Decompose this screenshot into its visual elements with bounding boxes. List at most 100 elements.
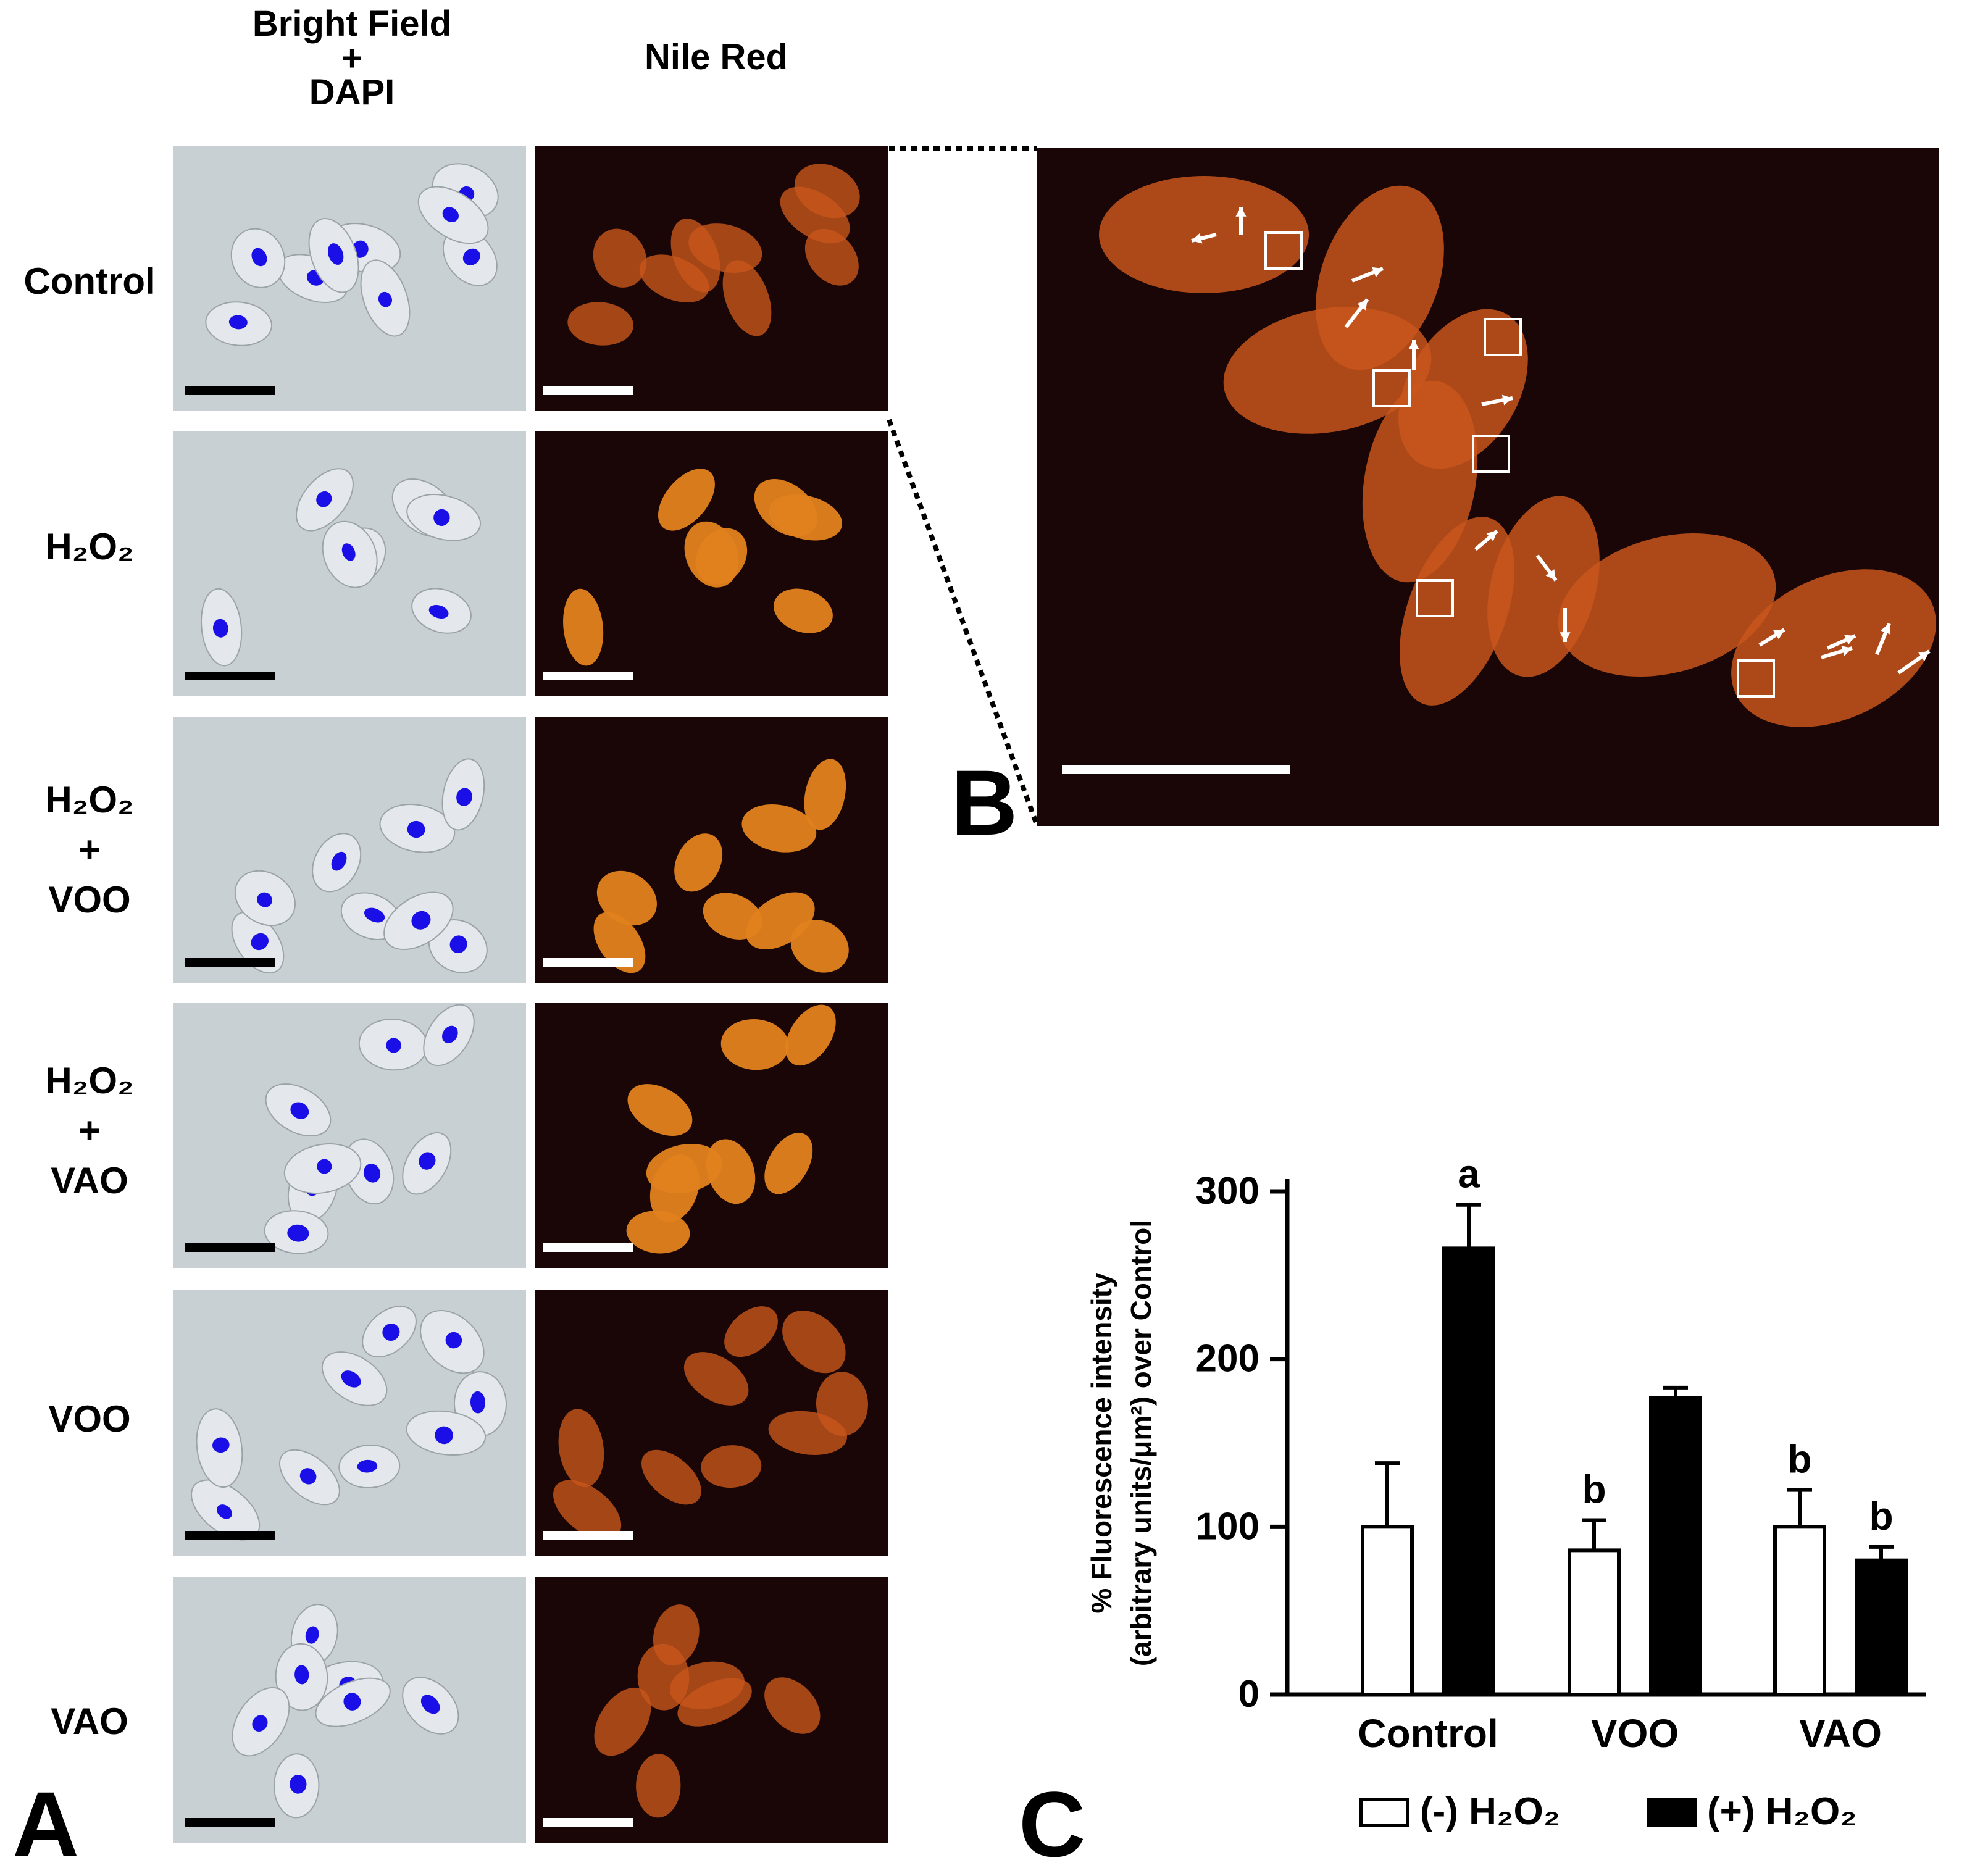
cell bbox=[764, 1133, 813, 1194]
scale-bar bbox=[543, 672, 633, 680]
dapi-nucleus bbox=[470, 1391, 486, 1414]
cell bbox=[596, 870, 657, 926]
cell bbox=[782, 1311, 846, 1374]
legend-label: (-) H₂O₂ bbox=[1420, 1790, 1560, 1833]
arrow-icon bbox=[1351, 267, 1384, 283]
y-tick-label: 100 bbox=[1196, 1505, 1259, 1548]
cell bbox=[232, 1686, 290, 1757]
cell bbox=[411, 588, 472, 634]
roi-box bbox=[1737, 659, 1775, 698]
cell bbox=[684, 521, 739, 588]
dapi-nucleus bbox=[290, 1102, 309, 1119]
nile-red-panel bbox=[535, 1577, 888, 1843]
bar bbox=[1855, 1558, 1908, 1697]
x-tick-label: VAO bbox=[1799, 1711, 1882, 1756]
dapi-nucleus bbox=[411, 911, 431, 930]
roi-box bbox=[1416, 579, 1454, 617]
cell bbox=[637, 1643, 690, 1711]
dapi-nucleus bbox=[228, 315, 248, 330]
cell bbox=[785, 1004, 836, 1066]
legend-item: (-) H₂O₂ bbox=[1359, 1790, 1560, 1833]
row-label-line: Control bbox=[23, 261, 156, 302]
row-label-h2o2-vao: H₂O₂ + VAO bbox=[6, 1056, 173, 1206]
y-axis-label: % Fluorescence intensity (arbitrary units… bbox=[1085, 1220, 1157, 1666]
significance-letter: b bbox=[1787, 1437, 1811, 1482]
micrograph-image bbox=[563, 469, 843, 666]
dapi-nucleus bbox=[343, 1693, 361, 1711]
cell bbox=[626, 1211, 690, 1254]
dapi-nucleus bbox=[420, 1695, 440, 1714]
significance-letter: a bbox=[1458, 1152, 1480, 1196]
cell bbox=[593, 912, 646, 973]
cell bbox=[274, 1753, 320, 1819]
dapi-nucleus bbox=[331, 851, 347, 871]
dapi-nucleus bbox=[442, 207, 459, 222]
micrograph-image bbox=[593, 759, 849, 973]
cell bbox=[804, 759, 846, 830]
cell bbox=[338, 1445, 401, 1489]
legend-swatch bbox=[1647, 1798, 1697, 1827]
cell bbox=[724, 1306, 778, 1357]
dapi-nucleus bbox=[287, 1224, 309, 1242]
scale-bar bbox=[543, 1243, 633, 1252]
micrograph-image bbox=[201, 468, 482, 667]
roi-box bbox=[1472, 435, 1510, 473]
dapi-nucleus bbox=[449, 935, 467, 954]
brightfield-dapi-panel bbox=[173, 1577, 526, 1843]
significance-letter: b bbox=[1582, 1467, 1606, 1511]
bar-chart: % Fluorescence intensity (arbitrary units… bbox=[1085, 1152, 1926, 1833]
cell bbox=[196, 1408, 243, 1488]
row-label-line: H₂O₂ bbox=[45, 779, 134, 820]
cell bbox=[627, 1084, 693, 1136]
scale-bar bbox=[185, 958, 275, 967]
scale-bar bbox=[185, 386, 275, 395]
x-tick-label: VOO bbox=[1591, 1711, 1679, 1756]
cell bbox=[428, 919, 488, 973]
cell bbox=[1400, 517, 1514, 706]
dapi-nucleus bbox=[386, 1038, 401, 1053]
arrow-icon bbox=[1235, 207, 1247, 235]
row-label-vao: VAO bbox=[6, 1696, 173, 1746]
cell bbox=[358, 1018, 428, 1071]
micrograph-image bbox=[191, 1306, 507, 1541]
cell bbox=[295, 468, 354, 532]
row-label-line: H₂O₂ bbox=[45, 1060, 134, 1101]
row-label-line: VAO bbox=[51, 1160, 128, 1201]
bar bbox=[1773, 1525, 1826, 1696]
cell bbox=[769, 494, 843, 541]
roi-box bbox=[1264, 231, 1303, 270]
column-heading-nile-red: Nile Red bbox=[543, 36, 889, 79]
legend-swatch bbox=[1359, 1798, 1409, 1827]
y-axis-label-line: (arbitrary units/μm²) over Control bbox=[1125, 1220, 1157, 1666]
scale-bar bbox=[185, 1818, 275, 1827]
row-label-line: VOO bbox=[48, 879, 131, 920]
cell bbox=[201, 588, 243, 667]
brightfield-dapi-panel bbox=[173, 1290, 526, 1556]
heading-line: + bbox=[341, 38, 362, 78]
cell bbox=[636, 1754, 681, 1818]
bar bbox=[1361, 1525, 1414, 1696]
cell bbox=[406, 1410, 487, 1456]
cell bbox=[768, 1411, 848, 1455]
panel-b-image bbox=[1062, 176, 1936, 774]
dapi-nucleus bbox=[327, 243, 344, 265]
cell bbox=[563, 588, 604, 666]
dapi-nucleus bbox=[378, 291, 393, 307]
scale-bar bbox=[1062, 765, 1290, 774]
cell bbox=[646, 1143, 723, 1194]
arrow-icon bbox=[1344, 298, 1369, 328]
bar bbox=[1649, 1396, 1702, 1696]
micrograph-image bbox=[626, 1004, 836, 1254]
dapi-nucleus bbox=[217, 1504, 233, 1519]
bar bbox=[1568, 1548, 1621, 1696]
y-axis-label-line: % Fluorescence intensity bbox=[1085, 1272, 1117, 1614]
legend-item: (+) H₂O₂ bbox=[1647, 1790, 1857, 1833]
cell bbox=[764, 1677, 821, 1734]
cell bbox=[594, 1687, 651, 1756]
dapi-nucleus bbox=[251, 933, 269, 951]
cell bbox=[283, 1143, 362, 1194]
nile-red-panel bbox=[535, 1003, 888, 1268]
y-tick-label: 200 bbox=[1196, 1338, 1259, 1380]
row-label-h2o2: H₂O₂ bbox=[6, 522, 173, 572]
significance-letter: b bbox=[1869, 1494, 1893, 1538]
